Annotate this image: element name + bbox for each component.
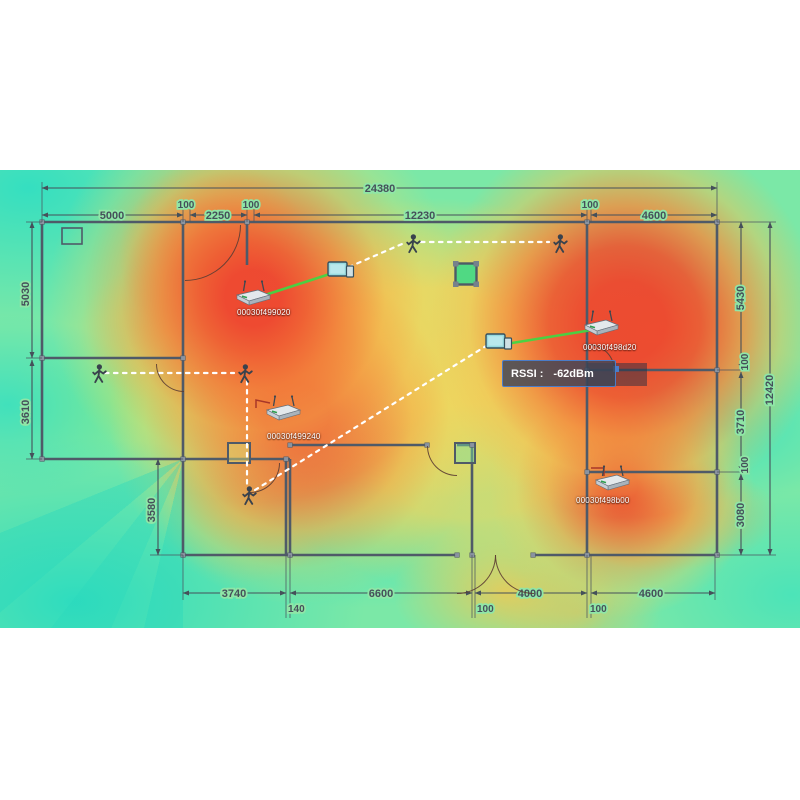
router-icon[interactable] xyxy=(584,309,619,336)
dimension-label: 5000 xyxy=(100,210,124,222)
wall-nodes xyxy=(39,219,720,558)
trajectory xyxy=(347,242,404,269)
dimension-label: 100 xyxy=(740,353,751,370)
person-icon[interactable] xyxy=(238,363,253,384)
ap-mac-label: 00030f498b00 xyxy=(576,496,630,505)
dimension-label: 100 xyxy=(243,200,260,211)
wireless-link xyxy=(510,328,594,345)
rssi-tooltip-label: RSSI : xyxy=(511,367,544,380)
laptop-icon[interactable] xyxy=(485,333,513,350)
laptop-icon[interactable] xyxy=(327,261,355,278)
dimension-label: 5430 xyxy=(735,286,747,310)
dimension-label: 3080 xyxy=(735,503,747,527)
ap-mac-label: 00030f499020 xyxy=(237,308,291,317)
rssi-tooltip: RSSI : -62dBm xyxy=(502,360,616,387)
trajectory xyxy=(253,344,488,492)
dimension-label: 100 xyxy=(477,604,494,615)
ap-mac-label: 00030f498d20 xyxy=(583,343,637,352)
floorplan-layer: 24380 5000 100 2250 100 12230 100 4600 5… xyxy=(18,181,778,618)
table-icon[interactable] xyxy=(451,259,481,289)
wireless-links xyxy=(260,270,594,345)
dimension-label: 3610 xyxy=(20,400,32,424)
dimension-label: 100 xyxy=(178,200,195,211)
walls xyxy=(40,220,719,557)
dimension-label: 24380 xyxy=(365,183,396,195)
dimension-label: 100 xyxy=(590,604,607,615)
dimension-label: 5030 xyxy=(20,282,32,306)
dimension-label: 3740 xyxy=(222,588,246,600)
wireless-link xyxy=(260,270,338,298)
dimension-label: 4600 xyxy=(639,588,663,600)
closet-box xyxy=(61,227,83,245)
dimension-label: 12420 xyxy=(764,375,776,406)
dimension-label: 2250 xyxy=(206,210,230,222)
dimension-label: 100 xyxy=(582,200,599,211)
dimension-label: 12230 xyxy=(405,210,436,222)
person-icon[interactable] xyxy=(406,233,421,254)
router-icon[interactable] xyxy=(266,394,301,421)
ap-mac-label: 00030f499240 xyxy=(267,432,321,441)
dimension-label: 140 xyxy=(288,604,305,615)
door-frame-box xyxy=(227,442,251,464)
dimension-label: 3580 xyxy=(146,498,158,522)
dimension-label: 6600 xyxy=(369,588,393,600)
dimension-label: 100 xyxy=(740,456,751,473)
person-icon[interactable] xyxy=(92,363,107,384)
dimension-lines xyxy=(29,185,773,596)
router-icon[interactable] xyxy=(595,464,630,491)
tooltip-anchor-dot xyxy=(613,366,619,372)
dimension-label: 3710 xyxy=(735,410,747,434)
router-icon[interactable] xyxy=(236,279,271,306)
person-icon[interactable] xyxy=(553,233,568,254)
heatmap-canvas: 24380 5000 100 2250 100 12230 100 4600 5… xyxy=(0,170,800,628)
rssi-tooltip-value: -62dBm xyxy=(553,367,594,380)
dimension-label: 4600 xyxy=(642,210,666,222)
